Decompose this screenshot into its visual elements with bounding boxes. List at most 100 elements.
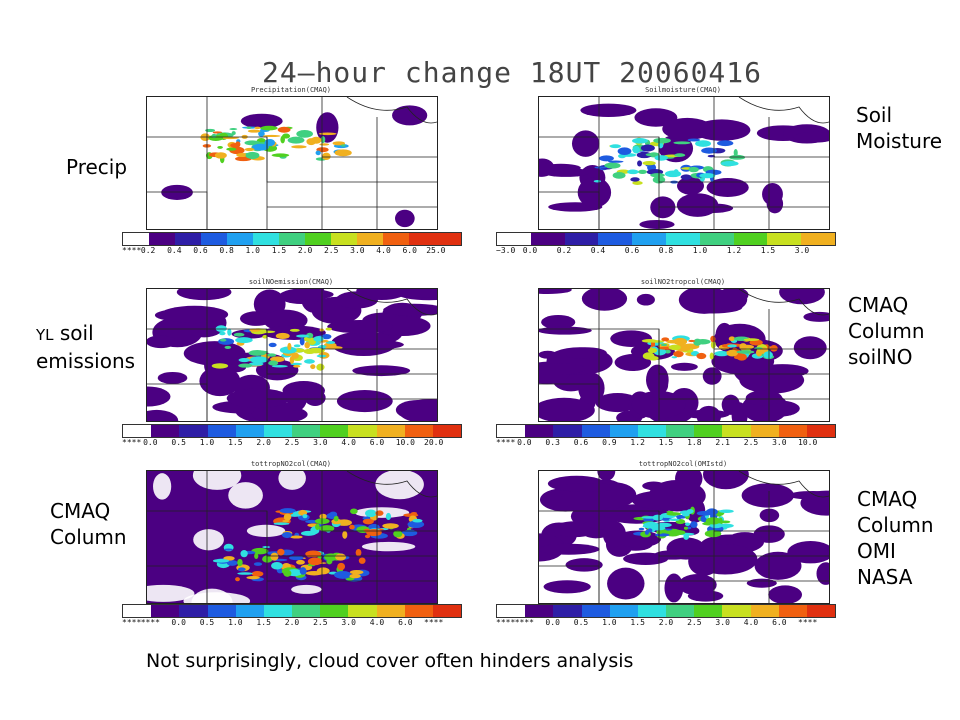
map-cloud-blob: [745, 390, 783, 406]
map-value-blob: [304, 341, 310, 349]
map-cloud-blob: [240, 113, 283, 129]
map-value-blob: [632, 181, 643, 186]
colorbar-tick-label: 4.0: [376, 246, 391, 255]
map-value-blob: [726, 349, 738, 357]
colorbar-tick-label: 2.5: [313, 618, 328, 627]
colorbar-tick-label: 20.0: [424, 438, 444, 447]
map-value-blob: [289, 555, 304, 561]
map-value-blob: [617, 147, 632, 155]
colorbar-tick-label: 3.0: [772, 438, 787, 447]
map-value-blob: [362, 518, 374, 525]
colorbar-tick-label: 4.0: [369, 618, 385, 627]
map-value-blob: [331, 518, 342, 525]
map-value-blob: [648, 340, 665, 343]
colorbar-tick-label: 1.8: [687, 438, 702, 447]
colorbar-swatch: [581, 425, 610, 437]
map-cloud-blob: [400, 289, 437, 298]
state-boundary: [346, 289, 437, 316]
map-value-blob: [313, 336, 324, 342]
colorbar-swatches: [496, 232, 836, 246]
colorbar-swatch: [581, 605, 610, 617]
map-value-blob: [219, 338, 227, 342]
map-value-blob: [340, 144, 346, 147]
map-value-blob: [643, 521, 660, 529]
footer-caption: Not surprisingly, cloud cover often hind…: [146, 650, 634, 672]
map-cloud-blob: [291, 584, 322, 594]
map-cloud-blob: [610, 330, 653, 347]
colorbar-tick-label: 0.3: [545, 438, 560, 447]
map-value-blob: [688, 339, 695, 343]
state-boundary: [539, 191, 600, 229]
map-value-blob: [279, 508, 296, 514]
map-value-blob: [299, 337, 305, 346]
map-cloud-blob: [539, 397, 595, 421]
map-cloud-blob: [153, 473, 172, 500]
map-cloud-blob: [768, 585, 803, 603]
map-value-blob: [728, 336, 736, 342]
map-cloud-blob: [692, 543, 758, 575]
map-value-blob: [267, 353, 277, 357]
colorbar-tick-label: 2.0: [256, 438, 271, 447]
map-value-blob: [375, 510, 384, 516]
map-cloud-blob: [602, 521, 626, 548]
map-value-blob: [594, 166, 608, 169]
map-value-blob: [329, 511, 338, 517]
map-value-blob: [632, 145, 640, 154]
colorbar-swatch: [227, 233, 253, 245]
colorbar-swatch: [123, 233, 149, 245]
colorbar-swatch: [637, 425, 667, 437]
colorbar-swatch: [263, 425, 293, 437]
colorbar-tick-label: 2.5: [687, 618, 702, 627]
map-value-blob: [277, 126, 291, 133]
map-value-blob: [245, 151, 260, 160]
colorbar-omi-no2-column: **** **** 0.0 0.5 1.0 1.5 2.0 2.5 3.0 4.0 6.0 ****: [496, 604, 836, 632]
map-value-blob: [270, 552, 279, 561]
colorbar-swatch: [564, 233, 599, 245]
map-cloud-blob: [741, 483, 794, 508]
map-value-blob: [268, 342, 277, 348]
colorbar-swatch: [530, 233, 565, 245]
label-cmaq-column: CMAQ Column: [50, 498, 127, 550]
map-value-blob: [683, 533, 689, 540]
map-cloud-blob: [762, 183, 783, 206]
map-value-blob: [264, 138, 276, 147]
colorbar-tick-label: 1.5: [760, 246, 776, 255]
map-value-blob: [630, 177, 640, 182]
map-canvas: [539, 97, 829, 229]
map-value-blob: [687, 138, 701, 142]
colorbar-tick-label: 0.0: [517, 438, 532, 447]
map-value-blob: [325, 327, 332, 331]
colorbar-tick-label: 1.5: [256, 618, 271, 627]
map-cloud-blob: [571, 130, 600, 157]
map-canvas: [539, 471, 829, 603]
map-value-blob: [296, 559, 305, 565]
map-value-blob: [214, 152, 227, 159]
colorbar-tick-label: 6.0: [772, 618, 787, 627]
map-cloud-blob: [539, 543, 600, 555]
map-value-blob: [690, 521, 698, 529]
state-boundary: [346, 471, 437, 498]
colorbar-tick-label: 0.6: [573, 438, 589, 447]
map-cloud-blob: [648, 480, 706, 512]
map-cmaq-no2-column: [146, 470, 438, 604]
map-cloud-blob: [539, 289, 572, 294]
colorbar-swatch: [383, 233, 409, 245]
colorbar-tick-label: 6.0: [398, 618, 413, 627]
colorbar-tick-label: 0.2: [556, 246, 572, 255]
colorbar-swatch: [666, 425, 695, 437]
colorbar-swatch: [348, 605, 377, 617]
map-value-blob: [287, 136, 305, 144]
map-value-blob: [296, 129, 313, 138]
map-cloud-blob: [541, 314, 576, 330]
map-value-blob: [332, 141, 346, 146]
colorbar-tick-label: 25.0: [426, 246, 446, 255]
figure-title: 24—hour change 18UT 20060416: [262, 56, 763, 89]
label-cmaq-soilno-line1: CMAQ: [848, 293, 909, 317]
map-cloud-blob: [581, 289, 628, 311]
map-value-blob: [226, 147, 237, 151]
map-value-blob: [593, 179, 602, 183]
map-value-blob: [612, 172, 626, 179]
map-value-blob: [271, 364, 288, 368]
map-value-blob: [303, 348, 316, 354]
colorbar-soil-no-emission: **** 0.0 0.5 1.0 1.5 2.0 2.5 3.0 4.0 6.0 10.0 20.0: [122, 424, 462, 452]
